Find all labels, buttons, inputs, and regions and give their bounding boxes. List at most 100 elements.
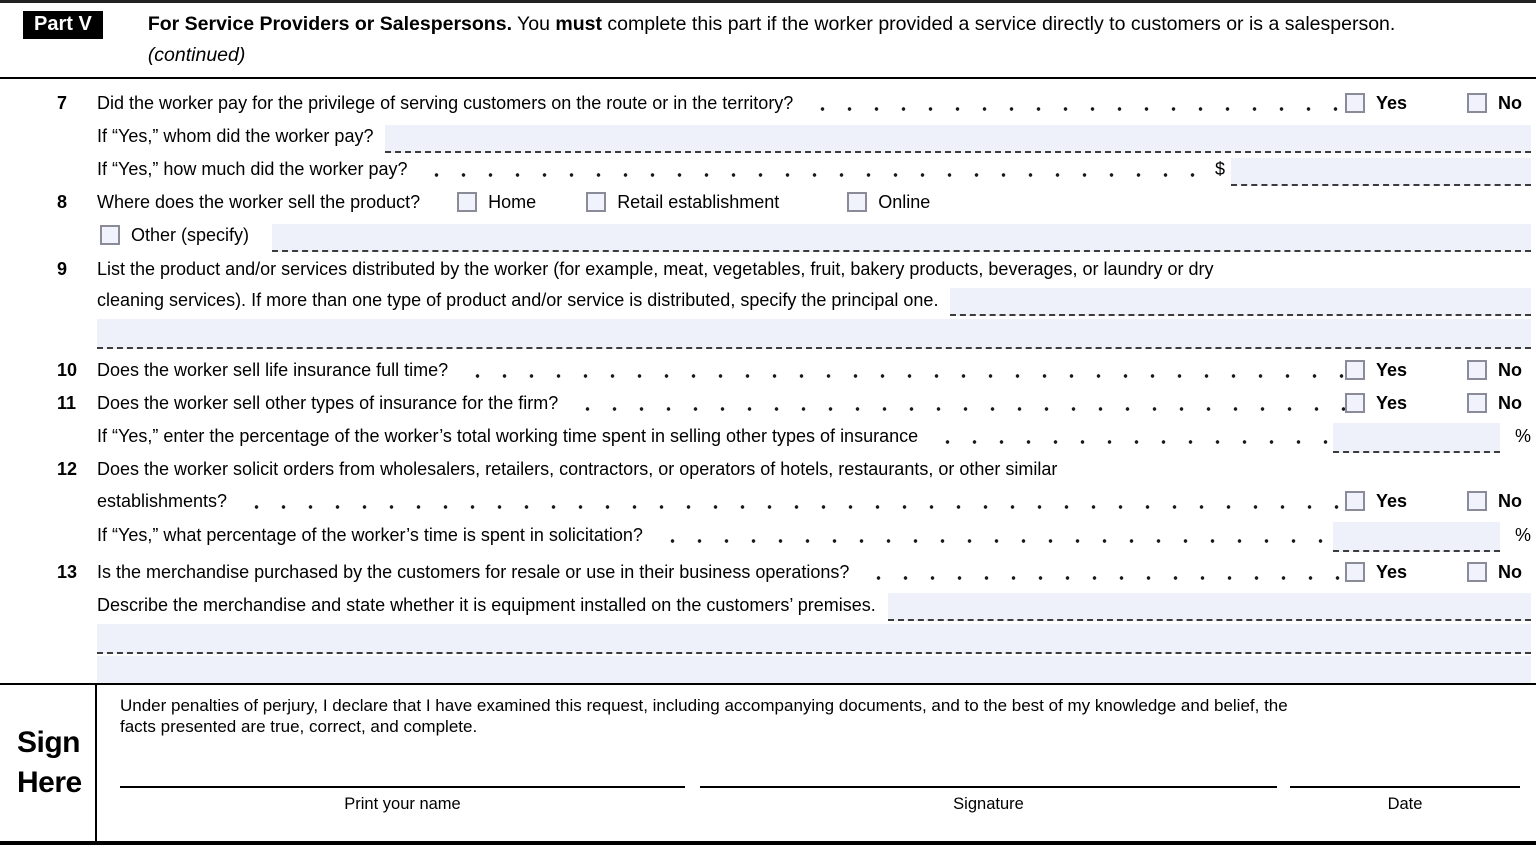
sign-here-section: Sign Here Under penalties of perjury, I … [0, 682, 1536, 841]
here-word: Here [17, 766, 82, 800]
q7-no-checkbox[interactable] [1467, 93, 1487, 114]
signature-row: Print your name Signature Date [120, 786, 1536, 814]
q13-describe-label: Describe the merchandise and state wheth… [97, 594, 876, 615]
q8-text: Where does the worker sell the product? [97, 191, 421, 212]
top-rule [0, 0, 1536, 3]
q13-describe-field[interactable] [887, 592, 1531, 621]
q8-other-field[interactable] [272, 223, 1531, 252]
part-title: For Service Providers or Salespersons. Y… [148, 9, 1493, 71]
q11-yes-label: Yes [1376, 392, 1408, 413]
q7-row-main: 7 Did the worker pay for the privilege o… [0, 86, 1536, 120]
q7-no-option: No [1467, 87, 1522, 120]
part-title-must: must [555, 13, 602, 35]
dot-leader [654, 517, 1333, 552]
q13-no-option: No [1467, 556, 1522, 589]
q7-yesno: Yes No [1345, 87, 1522, 120]
perjury-line2: facts presented are true, correct, and c… [120, 716, 478, 736]
q12-no-checkbox[interactable] [1467, 491, 1487, 512]
q12-percent-field[interactable] [1333, 521, 1500, 552]
q10-no-checkbox[interactable] [1467, 360, 1487, 381]
dot-leader [805, 86, 1345, 120]
q13-yes-option: Yes [1345, 556, 1467, 589]
q12-text-line2: establishments? [97, 490, 228, 511]
q9-number: 9 [57, 258, 68, 279]
q13-number: 13 [57, 561, 78, 582]
q13-row-extra-2 [0, 654, 1536, 683]
q9-extra-field[interactable] [97, 318, 1531, 349]
q7-whom-field[interactable] [385, 124, 1531, 153]
q7-yes-option: Yes [1345, 87, 1467, 120]
q11-no-checkbox[interactable] [1467, 393, 1487, 414]
q13-no-checkbox[interactable] [1467, 562, 1487, 583]
part-title-continued: (continued) [147, 43, 246, 66]
part-title-text: You [511, 13, 556, 35]
q7-row-amount: If “Yes,” how much did the worker pay? $ [0, 152, 1536, 186]
q8-other-label: Other (specify) [131, 224, 250, 245]
q8-home-label: Home [488, 191, 537, 212]
part-title-bold: For Service Providers or Salespersons. [147, 13, 512, 35]
date-caption: Date [1387, 795, 1423, 814]
q13-row-describe: Describe the merchandise and state wheth… [0, 589, 1536, 621]
q13-describe-field-3[interactable] [97, 655, 1531, 683]
q10-number: 10 [57, 359, 78, 380]
q13-no-label: No [1498, 561, 1522, 582]
signature-line[interactable]: Signature [700, 786, 1277, 814]
dot-leader [419, 152, 1207, 186]
q9-text-line2: cleaning services). If more than one typ… [97, 289, 939, 310]
questions-area: 7 Did the worker pay for the privilege o… [0, 79, 1536, 683]
q12-yes-label: Yes [1376, 490, 1408, 511]
q11-yes-option: Yes [1345, 387, 1467, 420]
q9-principal-field[interactable] [950, 287, 1531, 316]
q13-describe-field-2[interactable] [97, 623, 1531, 654]
q8-online-label: Online [878, 191, 931, 212]
q11-text: Does the worker sell other types of insu… [97, 392, 559, 413]
q13-yes-checkbox[interactable] [1345, 562, 1365, 583]
q12-yesno: Yes No [1345, 485, 1522, 518]
q7-number: 7 [57, 92, 68, 113]
q7-yes-label: Yes [1376, 92, 1408, 113]
q12-row-2: establishments? Yes No [0, 484, 1536, 518]
q10-yes-checkbox[interactable] [1345, 360, 1365, 381]
q8-home-checkbox[interactable] [457, 192, 478, 213]
q11-percent-field[interactable] [1333, 422, 1500, 453]
date-line[interactable]: Date [1290, 786, 1520, 814]
q10-yes-option: Yes [1345, 354, 1467, 387]
perjury-statement: Under penalties of perjury, I declare th… [120, 695, 1536, 738]
print-name-caption: Print your name [344, 795, 461, 814]
q12-no-option: No [1467, 485, 1522, 518]
q13-row-main: 13 Is the merchandise purchased by the c… [0, 555, 1536, 589]
part-title-rest: complete this part if the worker provide… [601, 13, 1396, 35]
dot-leader [861, 555, 1345, 589]
q12-row-percent: If “Yes,” what percentage of the worker’… [0, 517, 1536, 552]
q8-home-option: Home [457, 186, 536, 219]
dollar-sign: $ [1214, 158, 1225, 179]
q11-no-option: No [1467, 387, 1522, 420]
q12-yes-checkbox[interactable] [1345, 491, 1365, 512]
q10-row-main: 10 Does the worker sell life insurance f… [0, 353, 1536, 387]
signature-caption: Signature [953, 795, 1024, 814]
bottom-rule [0, 841, 1536, 845]
q7-amount-field[interactable] [1231, 157, 1531, 186]
q13-row-extra-1 [0, 621, 1536, 654]
q7-no-label: No [1498, 92, 1522, 113]
q11-number: 11 [57, 392, 77, 413]
print-name-line[interactable]: Print your name [120, 786, 685, 814]
q8-other-checkbox[interactable] [100, 225, 120, 246]
q11-pct-label: If “Yes,” enter the percentage of the wo… [97, 425, 919, 446]
q10-yesno: Yes No [1345, 354, 1522, 387]
q7-yes-checkbox[interactable] [1345, 93, 1365, 114]
q8-other-option: Other (specify) [100, 219, 249, 252]
q9-text-line1: List the product and/or services distrib… [97, 258, 1214, 279]
q11-yes-checkbox[interactable] [1345, 393, 1365, 414]
q11-no-label: No [1498, 392, 1522, 413]
q12-yes-option: Yes [1345, 485, 1467, 518]
q7-how-much-label: If “Yes,” how much did the worker pay? [97, 158, 408, 179]
sign-word: Sign [17, 725, 81, 759]
dot-leader [460, 353, 1345, 387]
q8-retail-label: Retail establishment [617, 191, 780, 212]
q8-online-checkbox[interactable] [847, 192, 868, 213]
sign-here-content: Under penalties of perjury, I declare th… [97, 685, 1536, 841]
q8-retail-checkbox[interactable] [586, 192, 607, 213]
q8-row-main: 8 Where does the worker sell the product… [0, 186, 1536, 219]
